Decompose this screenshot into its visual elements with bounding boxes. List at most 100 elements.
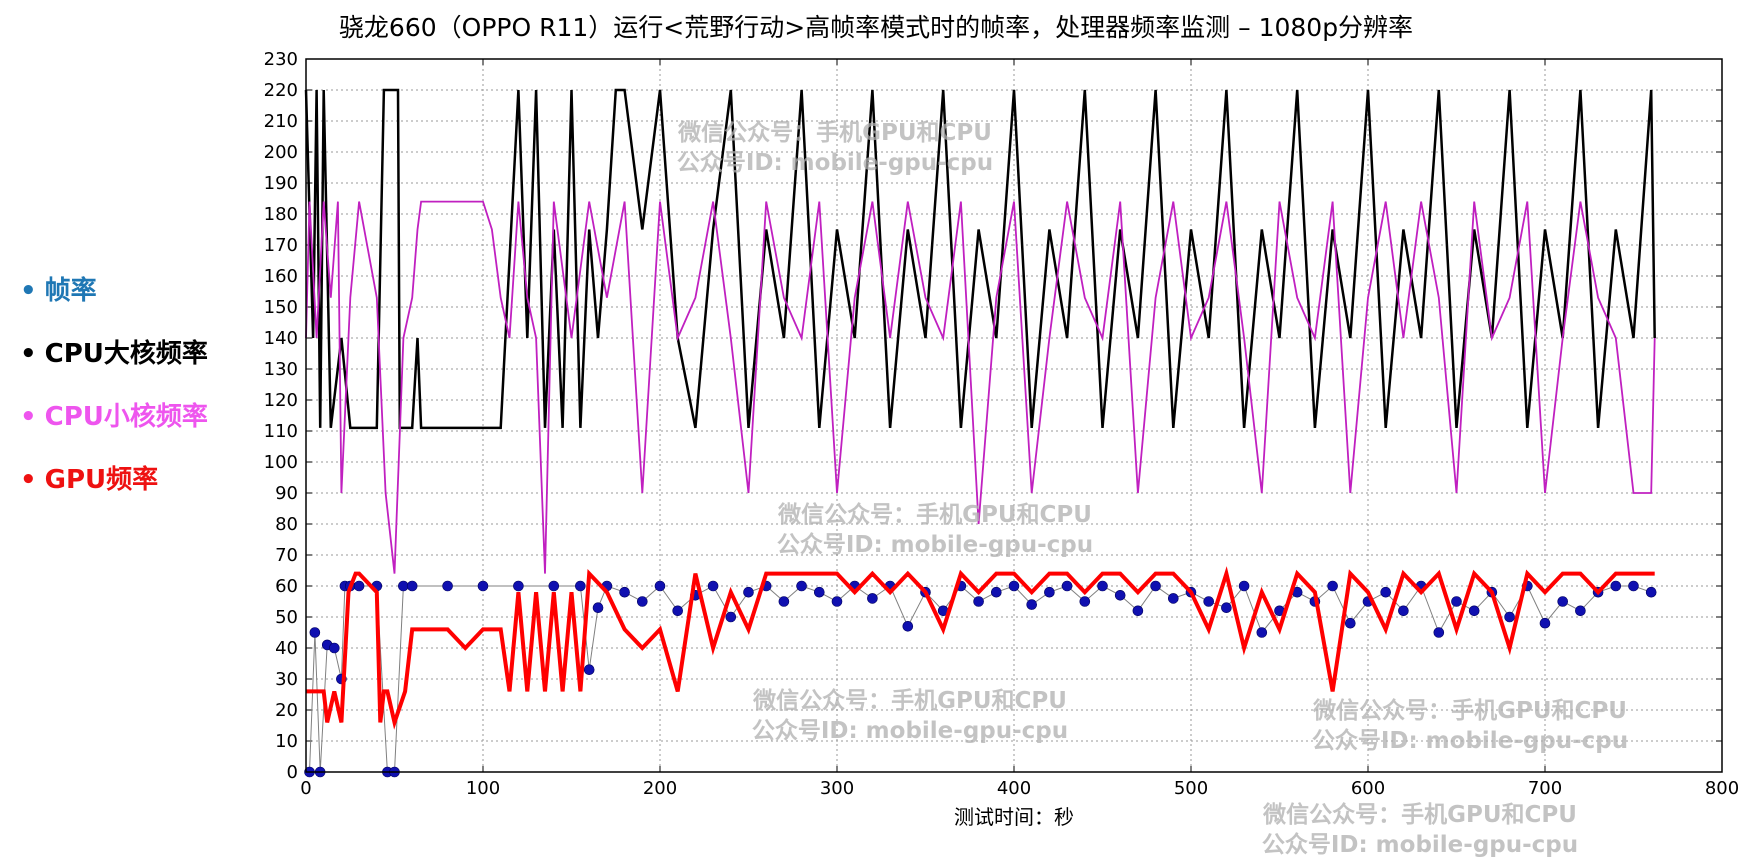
y-tick-label: 150 (264, 297, 298, 318)
y-tick-label: 170 (264, 235, 298, 256)
legend-item-gpu: • GPU频率 (20, 459, 158, 496)
y-tick-label: 100 (264, 452, 298, 473)
y-tick-label: 90 (275, 483, 298, 504)
x-tick-label: 100 (466, 778, 500, 799)
data-point-fps (1610, 580, 1622, 592)
x-axis-label: 测试时间：秒 (954, 805, 1074, 829)
y-tick-label: 160 (264, 266, 298, 287)
data-point-fps (1398, 605, 1409, 617)
y-tick-label: 180 (264, 204, 298, 225)
y-tick-label: 140 (264, 328, 298, 349)
data-point-fps (575, 580, 586, 592)
x-tick-label: 300 (820, 778, 854, 799)
x-tick-label: 400 (997, 778, 1031, 799)
data-point-fps (1114, 589, 1126, 601)
legend-dot-icon: • (20, 339, 37, 369)
data-point-fps (1557, 596, 1568, 607)
data-point-fps (973, 596, 984, 607)
x-tick-label: 600 (1351, 778, 1385, 799)
data-point-fps (1044, 586, 1055, 598)
plot-frame (305, 58, 1723, 773)
data-point-fps (1628, 580, 1639, 592)
watermark-line1: 微信公众号：手机GPU和CPU (777, 501, 1092, 528)
data-point-fps (1468, 605, 1480, 617)
data-point-fps (796, 580, 807, 592)
data-point-fps (1380, 586, 1391, 598)
data-point-fps (1451, 596, 1462, 607)
data-point-fps (548, 580, 560, 592)
watermark-line2: 公众号ID: mobile-gpu-cpu (677, 150, 993, 176)
y-tick-label: 50 (275, 607, 298, 628)
data-point-fps (743, 586, 754, 598)
watermark-line1: 微信公众号：手机GPU和CPU (677, 119, 992, 146)
y-tick-label: 40 (275, 638, 298, 659)
data-point-fps (1256, 627, 1268, 638)
data-point-fps (725, 611, 737, 623)
data-point-fps (1026, 599, 1037, 610)
data-point-fps (1238, 580, 1250, 592)
y-tick-label: 20 (275, 700, 298, 721)
y-tick-label: 0 (287, 762, 298, 783)
x-tick-label: 800 (1705, 778, 1739, 799)
data-point-fps (513, 580, 524, 592)
data-point-fps (1150, 580, 1161, 592)
data-point-fps (592, 602, 604, 614)
data-point-fps (867, 593, 878, 604)
watermark-line2: 公众号ID: mobile-gpu-cpu (1262, 832, 1578, 858)
watermark-line2: 公众号ID: mobile-gpu-cpu (777, 532, 1093, 558)
data-point-fps (398, 580, 409, 592)
data-point-fps (619, 586, 630, 598)
y-tick-label: 10 (275, 731, 298, 752)
data-point-fps (1327, 580, 1338, 592)
data-point-fps (1203, 596, 1214, 607)
y-tick-label: 120 (264, 390, 298, 411)
series-line-cpu-little (305, 200, 1656, 574)
y-tick-label: 190 (264, 173, 298, 194)
y-tick-label: 110 (264, 421, 298, 442)
data-point-fps (813, 586, 825, 598)
data-point-fps (1008, 580, 1020, 592)
watermark-line1: 微信公众号：手机GPU和CPU (752, 687, 1067, 714)
y-tick-label: 130 (264, 359, 298, 380)
data-point-fps (583, 664, 595, 676)
data-point-fps (1061, 580, 1073, 592)
data-point-fps (990, 586, 1002, 598)
data-point-fps (1433, 627, 1445, 638)
y-tick-label: 200 (264, 142, 298, 163)
watermark-line2: 公众号ID: mobile-gpu-cpu (752, 718, 1068, 744)
data-point-fps (636, 596, 648, 607)
data-point-fps (1221, 602, 1232, 614)
data-point-fps (672, 605, 684, 617)
data-point-fps (1097, 580, 1108, 592)
data-point-fps (831, 596, 843, 607)
x-tick-label: 700 (1528, 778, 1562, 799)
data-point-fps (442, 580, 453, 592)
legend-label-cpu-little: CPU小核频率 (44, 402, 208, 432)
y-tick-label: 220 (264, 80, 298, 101)
legend-dot-icon: • (20, 465, 37, 495)
legend-item-cpu-big: • CPU大核频率 (20, 333, 208, 370)
data-point-fps (1575, 605, 1586, 617)
data-point-fps (329, 642, 340, 654)
legend-label-gpu: GPU频率 (44, 465, 159, 495)
data-point-fps (778, 596, 790, 607)
legend-dot-icon: • (20, 402, 37, 432)
data-point-fps (353, 580, 365, 592)
series-line-gpu (306, 566, 1655, 730)
watermark-line2: 公众号ID: mobile-gpu-cpu (1312, 728, 1628, 754)
data-point-fps (1168, 593, 1179, 604)
data-point-fps (902, 620, 914, 632)
y-tick-label: 70 (275, 545, 298, 566)
y-tick-label: 30 (275, 669, 298, 690)
legend-label-fps: 帧率 (44, 276, 97, 306)
data-point-fps (1504, 611, 1515, 623)
legend-item-fps: • 帧率 (20, 270, 97, 307)
data-point-fps (406, 580, 418, 592)
y-tick-label: 60 (275, 576, 298, 597)
legend-item-cpu-little: • CPU小核频率 (20, 396, 208, 433)
x-tick-label: 500 (1174, 778, 1208, 799)
data-point-fps (309, 627, 321, 638)
watermark-line1: 微信公众号：手机GPU和CPU (1312, 697, 1627, 724)
legend-label-cpu-big: CPU大核频率 (44, 339, 208, 369)
watermark-line1: 微信公众号：手机GPU和CPU (1262, 801, 1577, 828)
